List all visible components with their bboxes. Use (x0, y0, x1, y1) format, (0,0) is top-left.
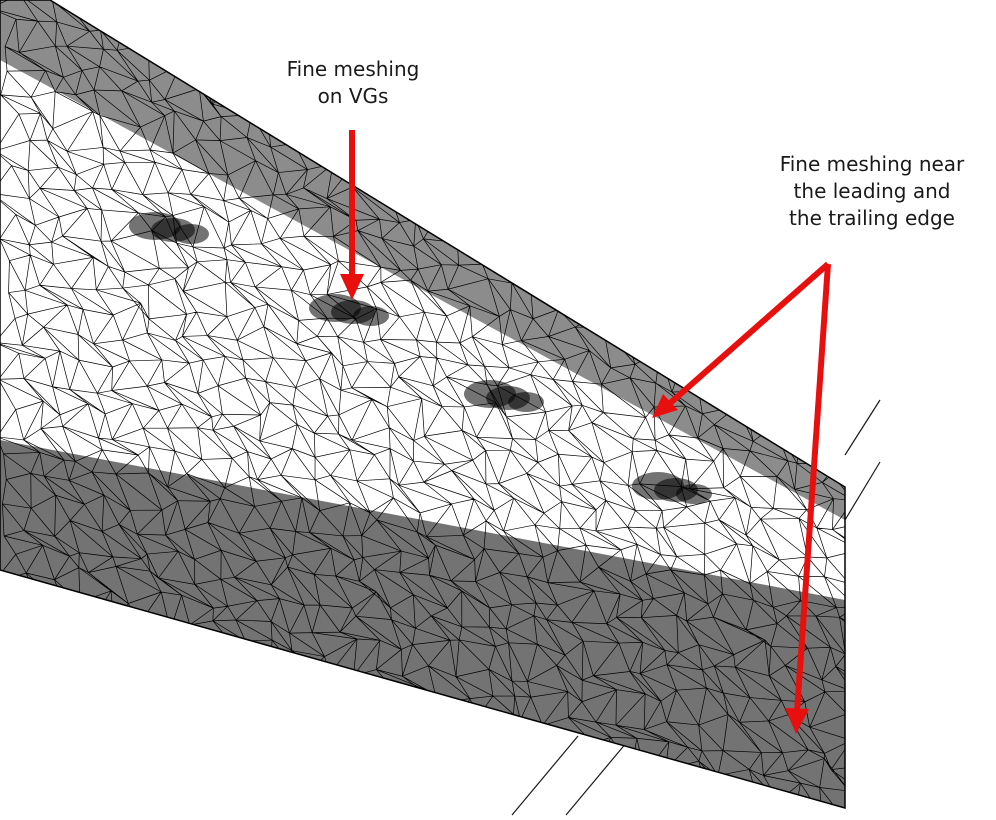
annotation-line: the trailing edge (789, 206, 955, 230)
annotation-line: Fine meshing (286, 57, 420, 81)
wing-outline (0, 0, 846, 809)
vortex-generator-cluster (676, 484, 712, 504)
trailing-edge-band (0, 440, 845, 808)
guide-line (511, 735, 579, 816)
annotation-vg-meshing: Fine meshing on VGs (240, 56, 466, 110)
arrow-trailing-edge (785, 263, 831, 734)
arrow-vg (340, 130, 364, 300)
arrow-leading-edge (652, 261, 830, 418)
guide-line (844, 461, 881, 521)
annotation-line: the leading and (793, 179, 951, 203)
annotation-line: Fine meshing near (779, 152, 965, 176)
guide-line (844, 399, 881, 456)
annotation-edge-meshing: Fine meshing near the leading and the tr… (748, 151, 996, 232)
vortex-generator-cluster (173, 224, 209, 244)
vortex-generator-clusters (129, 212, 712, 504)
leading-edge-band (0, 0, 845, 520)
annotation-line: on VGs (317, 84, 389, 108)
guide-lines (511, 399, 881, 816)
annotation-arrows (340, 130, 831, 734)
vortex-generator-cluster (508, 392, 544, 412)
dense-mesh-bands (0, 0, 845, 808)
guide-line (565, 735, 633, 816)
vortex-generator-cluster (353, 306, 389, 326)
